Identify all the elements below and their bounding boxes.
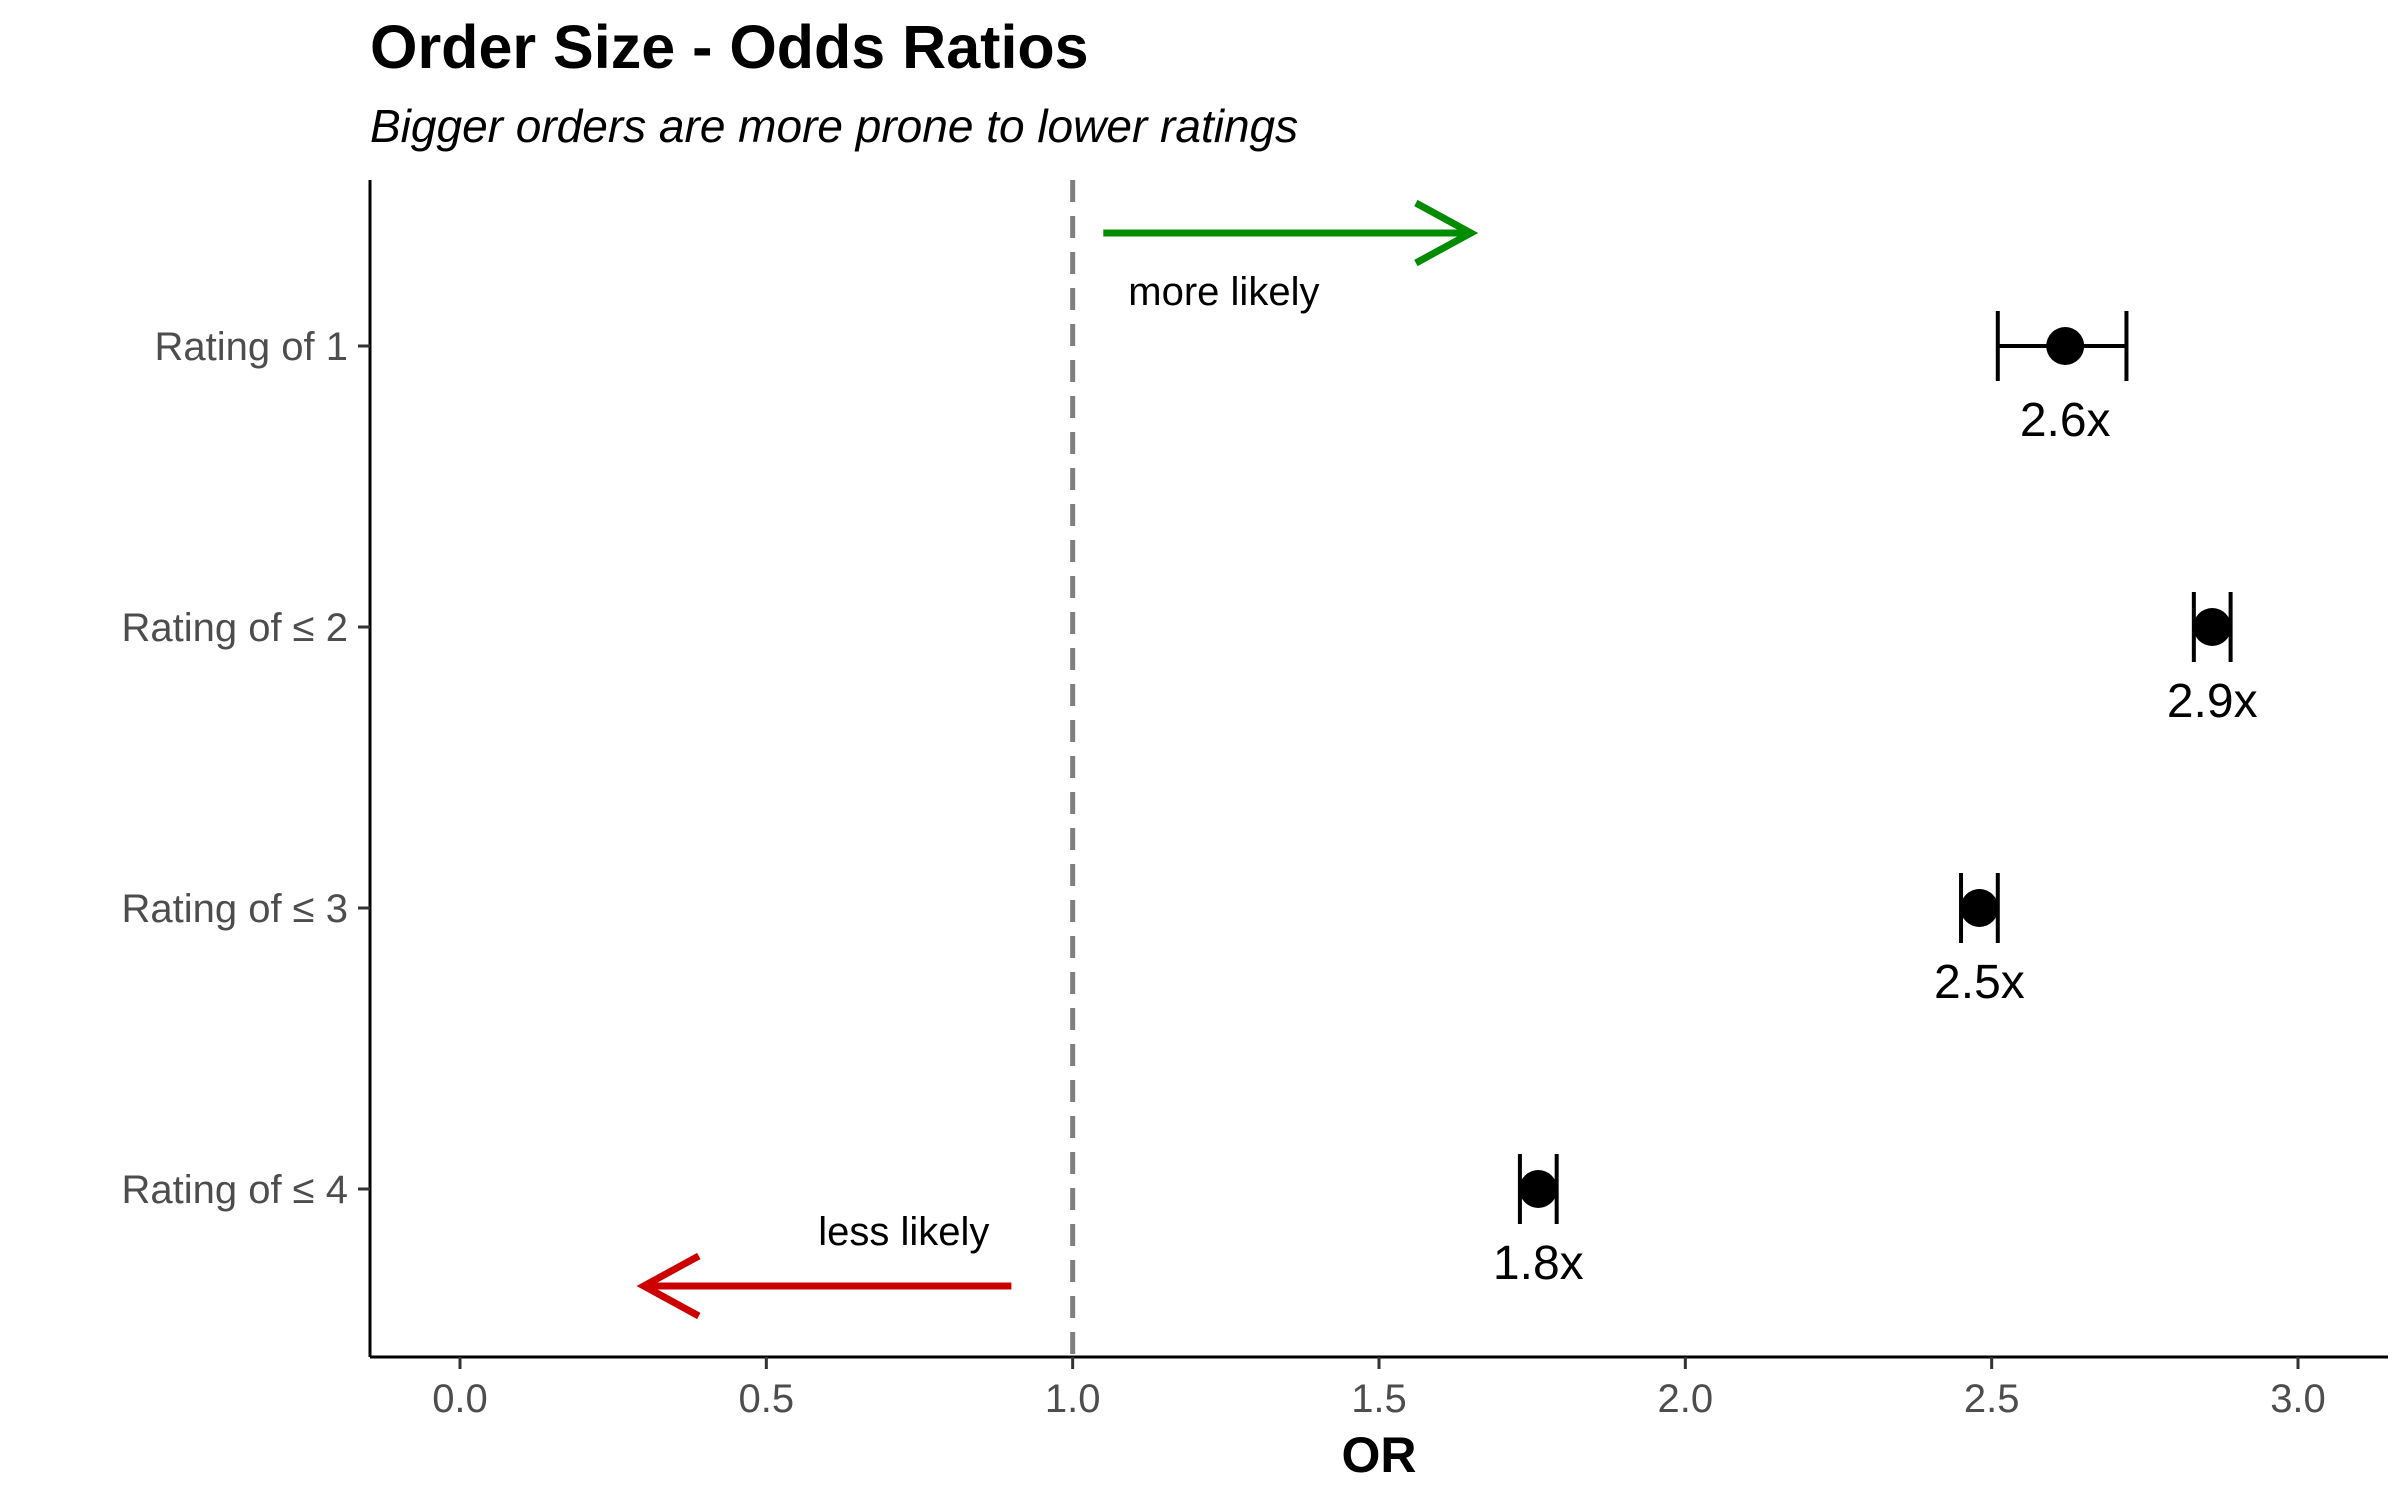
data-point — [1960, 889, 1999, 927]
chart-title: Order Size - Odds Ratios — [370, 13, 1089, 81]
x-tick-label: 2.0 — [1658, 1377, 1714, 1421]
more-likely-label: more likely — [1128, 270, 1319, 314]
x-tick-label: 3.0 — [2270, 1377, 2326, 1421]
data-point — [2193, 608, 2232, 646]
y-tick-label: Rating of ≤ 3 — [121, 887, 348, 931]
data-point — [1519, 1170, 1558, 1208]
data-point — [2046, 327, 2085, 365]
less-likely-label: less likely — [818, 1210, 989, 1254]
y-tick-label: Rating of 1 — [155, 325, 348, 369]
x-tick-label: 0.5 — [739, 1377, 795, 1421]
y-tick-label: Rating of ≤ 4 — [121, 1168, 348, 1212]
x-tick-label: 0.0 — [432, 1377, 488, 1421]
x-axis-label: OR — [1342, 1427, 1417, 1483]
data-label: 1.8x — [1493, 1237, 1584, 1290]
data-label: 2.5x — [1934, 956, 2025, 1009]
x-tick-label: 1.5 — [1351, 1377, 1407, 1421]
y-tick-label: Rating of ≤ 2 — [121, 606, 348, 650]
data-label: 2.6x — [2020, 394, 2111, 447]
chart-subtitle: Bigger orders are more prone to lower ra… — [370, 100, 1298, 152]
plot-area: 0.0 0.5 1.0 1.5 2.0 2.5 3.0 Rating of 1 Rating o… — [121, 180, 2388, 1421]
x-tick-label: 1.0 — [1045, 1377, 1101, 1421]
x-tick-label: 2.5 — [1964, 1377, 2020, 1421]
less-likely-arrow-head — [636, 1252, 701, 1320]
data-label: 2.9x — [2167, 675, 2258, 728]
more-likely-arrow-head — [1414, 199, 1479, 267]
